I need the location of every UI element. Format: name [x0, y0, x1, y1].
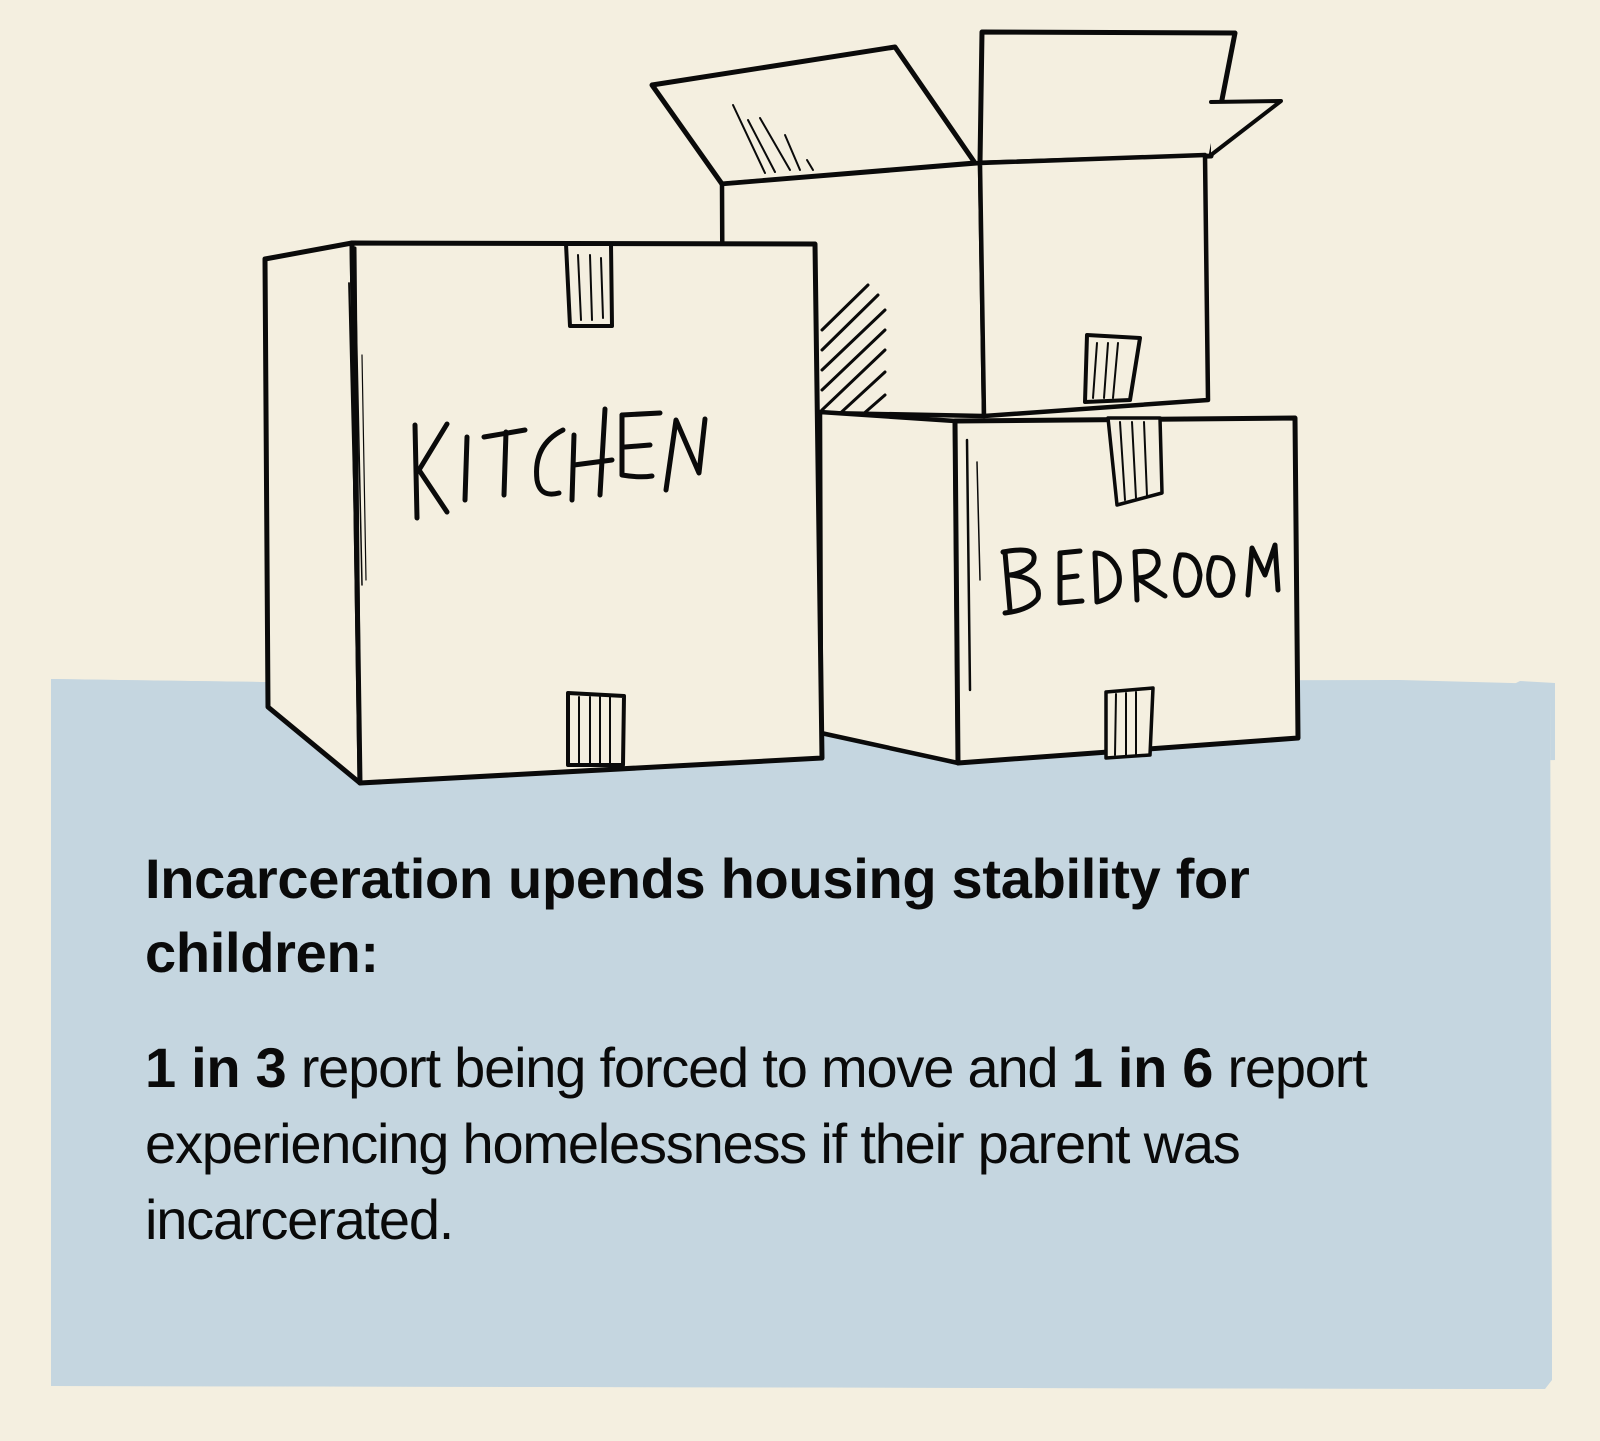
moving-boxes-illustration: [262, 29, 1301, 786]
stat-1-in-6: 1 in 6: [1071, 1036, 1214, 1099]
headline: Incarceration upends housing stability f…: [145, 847, 1250, 984]
kitchen-box: [262, 240, 825, 786]
stat-1-in-3: 1 in 3: [145, 1036, 287, 1099]
stat-text-1: report being forced to move and: [286, 1036, 1072, 1099]
bedroom-label: [1000, 542, 1281, 616]
kitchen-label: [412, 406, 708, 521]
stat-paragraph: 1 in 3 report being forced to move and 1…: [145, 1030, 1475, 1258]
stat-text-2: report experiencing homelessness if thei…: [145, 1036, 1368, 1251]
bedroom-box: [817, 409, 1301, 766]
text-block: Incarceration upends housing stability f…: [145, 842, 1485, 1258]
